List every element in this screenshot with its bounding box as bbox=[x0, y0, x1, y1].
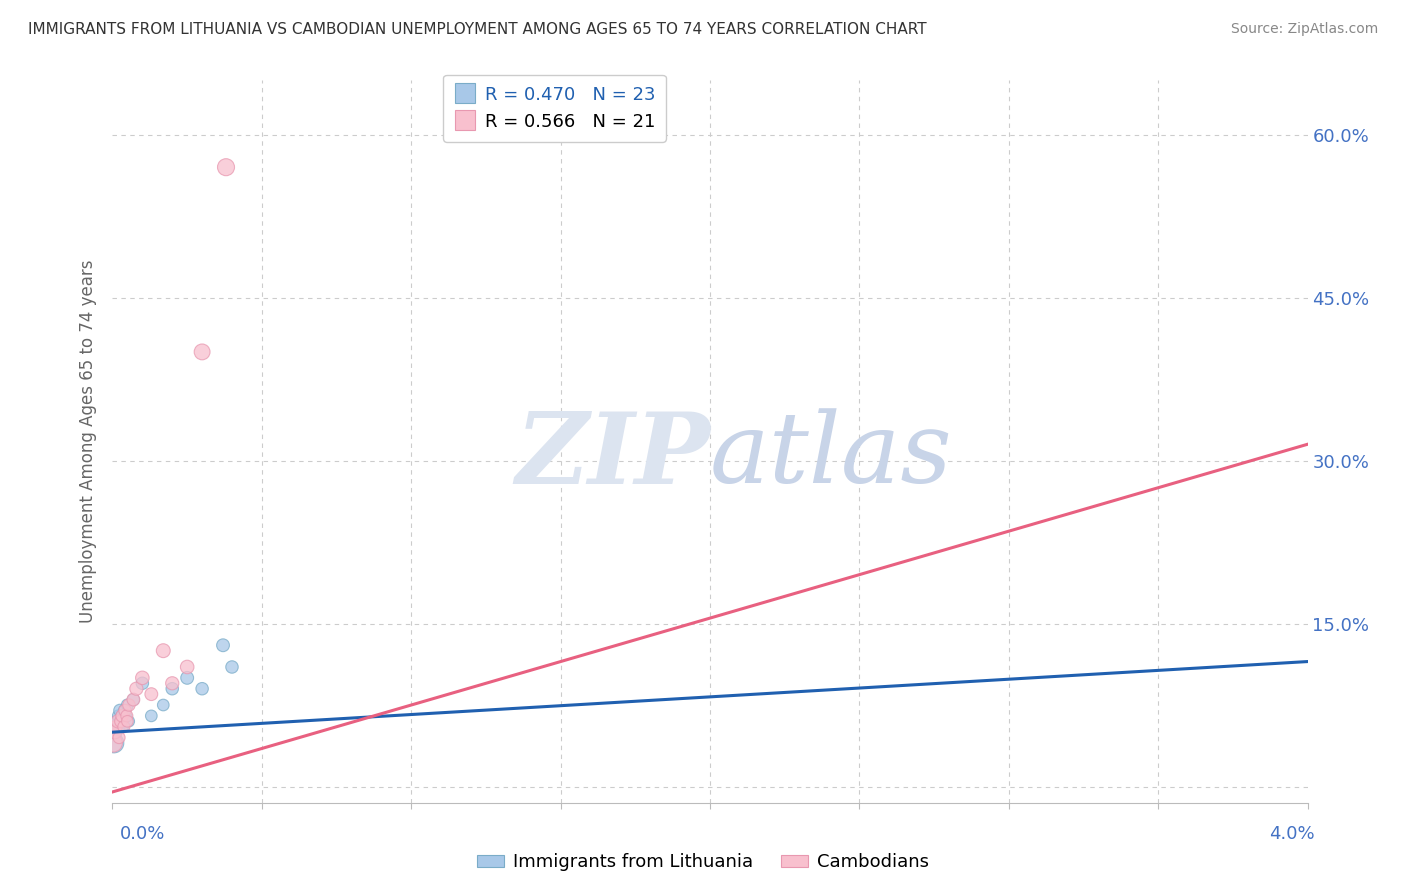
Point bbox=[110, 714, 132, 729]
Text: ZIP: ZIP bbox=[515, 408, 710, 504]
Point bbox=[104, 720, 127, 734]
Point bbox=[108, 703, 131, 717]
Legend: Immigrants from Lithuania, Cambodians: Immigrants from Lithuania, Cambodians bbox=[470, 847, 936, 879]
Point bbox=[112, 720, 135, 734]
Point bbox=[104, 725, 127, 739]
Text: Source: ZipAtlas.com: Source: ZipAtlas.com bbox=[1230, 22, 1378, 37]
Point bbox=[114, 703, 135, 717]
Point bbox=[117, 714, 139, 729]
Point bbox=[162, 681, 183, 696]
Point bbox=[176, 660, 198, 674]
Text: atlas: atlas bbox=[710, 409, 953, 504]
Point bbox=[191, 681, 214, 696]
Point bbox=[108, 731, 131, 745]
Point bbox=[152, 643, 174, 657]
Point bbox=[215, 160, 238, 174]
Point bbox=[105, 720, 128, 734]
Point bbox=[103, 736, 125, 750]
Y-axis label: Unemployment Among Ages 65 to 74 years: Unemployment Among Ages 65 to 74 years bbox=[79, 260, 97, 624]
Point bbox=[118, 714, 141, 729]
Text: IMMIGRANTS FROM LITHUANIA VS CAMBODIAN UNEMPLOYMENT AMONG AGES 65 TO 74 YEARS CO: IMMIGRANTS FROM LITHUANIA VS CAMBODIAN U… bbox=[28, 22, 927, 37]
Point bbox=[111, 709, 134, 723]
Point bbox=[118, 698, 141, 712]
Point bbox=[141, 709, 163, 723]
Point bbox=[110, 714, 132, 729]
Point bbox=[162, 676, 183, 690]
Point bbox=[125, 681, 148, 696]
Point bbox=[141, 687, 163, 701]
Point bbox=[212, 638, 235, 652]
Point bbox=[107, 714, 129, 729]
Point bbox=[105, 714, 128, 729]
Point bbox=[108, 720, 131, 734]
Point bbox=[117, 698, 139, 712]
Point bbox=[122, 692, 145, 706]
Point bbox=[115, 709, 138, 723]
Point bbox=[152, 698, 174, 712]
Point bbox=[131, 671, 153, 685]
Point bbox=[111, 720, 134, 734]
Legend: R = 0.470   N = 23, R = 0.566   N = 21: R = 0.470 N = 23, R = 0.566 N = 21 bbox=[443, 75, 666, 142]
Point bbox=[221, 660, 243, 674]
Point bbox=[176, 671, 198, 685]
Point bbox=[115, 709, 138, 723]
Point bbox=[191, 345, 214, 359]
Point bbox=[104, 725, 127, 739]
Point bbox=[111, 709, 134, 723]
Text: 0.0%: 0.0% bbox=[120, 825, 165, 843]
Point bbox=[107, 709, 129, 723]
Point bbox=[114, 703, 136, 717]
Point bbox=[131, 676, 153, 690]
Point bbox=[103, 736, 125, 750]
Point bbox=[122, 692, 145, 706]
Text: 4.0%: 4.0% bbox=[1270, 825, 1315, 843]
